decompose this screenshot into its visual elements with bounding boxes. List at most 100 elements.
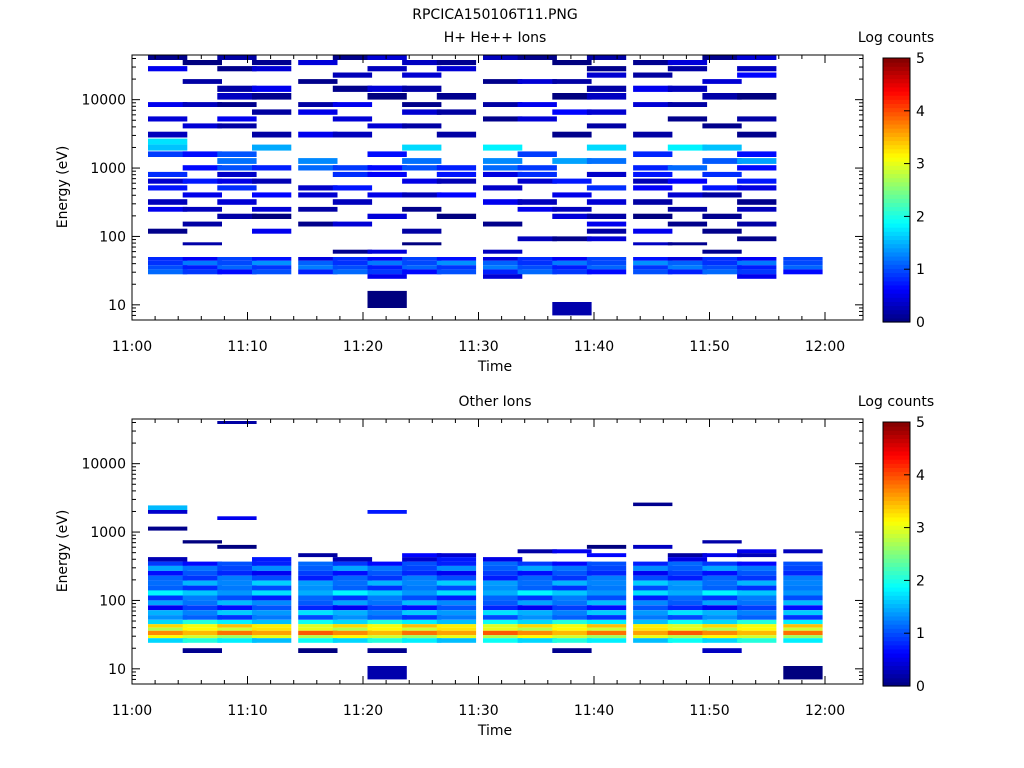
colorbar-swatch — [883, 681, 910, 687]
heatmap-cell — [298, 630, 338, 636]
heatmap-cell — [148, 257, 188, 261]
heatmap-cell — [148, 580, 188, 586]
heatmap-cell — [552, 565, 592, 571]
heatmap-cell — [702, 144, 742, 151]
heatmap-cell — [402, 265, 442, 270]
heatmap-cell — [667, 575, 708, 581]
heatmap-cell — [298, 561, 338, 566]
colorbar-swatch — [883, 648, 910, 654]
heatmap-cell — [737, 570, 777, 576]
heatmap-cell — [402, 605, 442, 611]
heatmap-cell — [702, 123, 742, 129]
heatmap-cell — [633, 131, 673, 138]
heatmap-cell — [367, 269, 407, 275]
heatmap-cell — [737, 615, 777, 620]
heatmap-cell — [332, 630, 373, 636]
heatmap-cell — [702, 627, 742, 631]
colorbar-swatch — [883, 124, 910, 129]
heatmap-cell — [332, 165, 373, 171]
heatmap-cell — [367, 213, 407, 219]
heatmap-cell — [633, 570, 673, 576]
heatmap-cell — [783, 565, 823, 571]
heatmap-cell — [737, 600, 777, 606]
colorbar-swatch — [883, 492, 910, 497]
heatmap-cell — [633, 580, 673, 586]
heatmap-cell — [402, 635, 442, 639]
heatmap-cell — [182, 630, 222, 636]
heatmap-cell — [586, 221, 627, 227]
colorbar-swatch — [883, 516, 910, 522]
y-ticks-other: 10 100 1000 10000 — [81, 421, 863, 685]
heatmap-cell — [402, 630, 442, 636]
heatmap-cell — [702, 228, 742, 234]
heatmap-cell — [552, 630, 592, 636]
heatmap-cell — [436, 627, 477, 631]
heatmap-cell — [252, 638, 292, 643]
colorbar-swatch — [883, 214, 910, 220]
heatmap-cell — [633, 595, 673, 601]
colorbar-swatch — [883, 644, 910, 650]
heatmap-cell — [737, 265, 777, 270]
colorbar-swatch — [883, 74, 910, 80]
heatmap-cell — [252, 192, 292, 198]
heatmap-cell — [633, 615, 673, 620]
colorbar-swatch — [883, 202, 910, 208]
x-tick-label: 11:20 — [343, 339, 383, 355]
heatmap-cell — [298, 624, 338, 628]
heatmap-cell — [702, 269, 742, 275]
heatmap-cell — [217, 66, 257, 72]
heatmap-cell — [667, 557, 708, 562]
colorbar-tick-label: 3 — [916, 521, 925, 537]
heatmap-cell — [517, 627, 557, 631]
heatmap-cell — [148, 510, 188, 514]
heatmap-cell — [552, 619, 592, 625]
heatmap-cell — [483, 561, 523, 566]
heatmap-cell — [702, 635, 742, 639]
colorbar-swatch — [883, 471, 910, 477]
colorbar-swatch — [883, 190, 910, 195]
x-tick-label: 11:10 — [227, 703, 267, 719]
heatmap-cell — [436, 109, 477, 115]
heatmap-cell — [436, 265, 477, 270]
heatmap-cell — [182, 570, 222, 576]
heatmap-cell — [483, 165, 523, 171]
x-tick-label: 11:40 — [574, 703, 614, 719]
colorbar-swatch — [883, 169, 910, 175]
heatmap-cell — [367, 93, 407, 100]
heatmap-cell — [667, 102, 708, 107]
heatmap-cell — [633, 269, 673, 275]
heatmap-cell — [148, 131, 188, 138]
heatmap-cell — [402, 590, 442, 596]
heatmap-cell — [517, 570, 557, 576]
heatmap-cell — [737, 274, 777, 279]
heatmap-cell — [483, 638, 523, 643]
heatmap-cell — [402, 615, 442, 620]
heatmap-cell — [367, 249, 407, 254]
heatmap-cell — [298, 585, 338, 591]
heatmap-cell — [737, 549, 777, 554]
colorbar-tick-label: 2 — [916, 573, 925, 589]
colorbar-swatch — [883, 525, 910, 530]
heatmap-cell — [298, 269, 338, 275]
heatmap-cell — [633, 85, 673, 92]
heatmap-cell — [367, 666, 407, 680]
heatmap-cell — [783, 610, 823, 616]
heatmap-cell — [586, 610, 627, 616]
heatmap-cell — [552, 605, 592, 611]
colorbar-swatch — [883, 636, 910, 642]
colorbar-swatch — [883, 256, 910, 261]
colorbar-swatch — [883, 632, 910, 638]
heatmap-cell — [298, 79, 338, 84]
heatmap-cell — [517, 619, 557, 625]
heatmap-cell — [483, 158, 523, 164]
heatmap-cell — [586, 619, 627, 625]
heatmap-cell — [783, 615, 823, 620]
heatmap-cell — [633, 635, 673, 639]
colorbar-swatch — [883, 640, 910, 646]
colorbar-swatch — [883, 284, 910, 290]
heatmap-cell — [367, 171, 407, 177]
heatmap-cell — [252, 557, 292, 562]
heatmap-cell — [483, 269, 523, 275]
colorbar-swatch — [883, 115, 910, 121]
colorbar-swatch — [883, 194, 910, 199]
